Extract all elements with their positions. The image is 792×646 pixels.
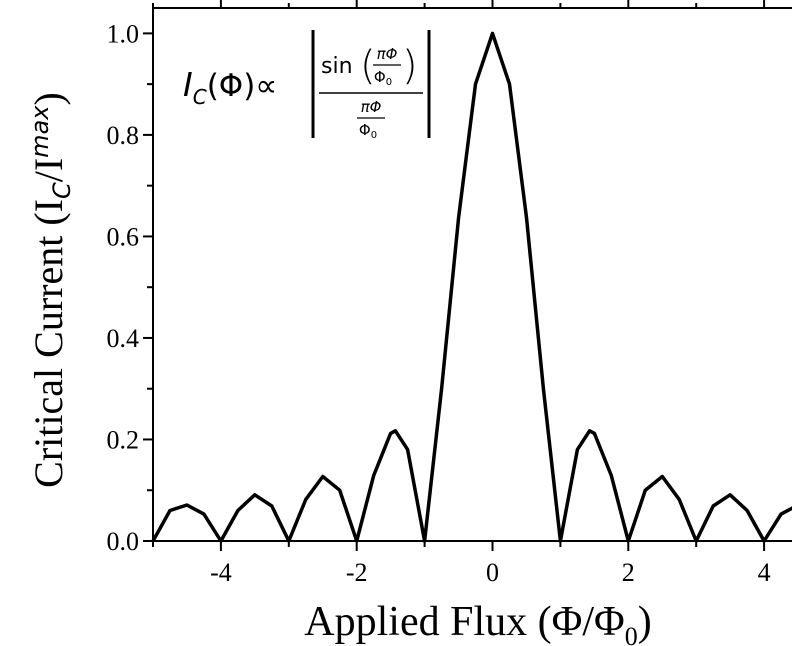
plot-area xyxy=(151,31,792,543)
y-axis-title: Critical Current (IC/Imax) xyxy=(26,92,76,488)
series-line-0 xyxy=(151,31,792,543)
formula-paren-left: ( xyxy=(360,43,376,89)
y-tick-label: 0.8 xyxy=(107,121,140,150)
formula-denominator-denominator: Φ0 xyxy=(359,121,377,141)
y-tick-label: 0.6 xyxy=(107,222,140,251)
formula-annotation: IC(Φ)∝ sin ( πΦ Φ0 ) πΦ Φ0 xyxy=(183,30,431,141)
x-tick-label: -2 xyxy=(346,558,368,587)
tick-marks xyxy=(143,0,766,551)
x-axis-title: Applied Flux (Φ/Φ0) xyxy=(304,599,651,646)
formula-inner-numerator: πΦ xyxy=(377,45,398,63)
x-tick-label: 0 xyxy=(486,558,499,587)
x-tick-label: -4 xyxy=(210,558,232,587)
y-tick-label: 0.0 xyxy=(107,527,140,556)
tick-labels: -4 -2 0 2 4 0.0 0.2 0.4 0.6 0.8 1.0 xyxy=(107,19,771,587)
formula-lhs: IC(Φ)∝ xyxy=(183,65,277,109)
formula-sin: sin xyxy=(321,54,353,79)
formula-denominator-numerator: πΦ xyxy=(361,98,382,116)
x-tick-label: 2 xyxy=(622,558,635,587)
y-tick-label: 0.2 xyxy=(107,425,140,454)
y-tick-label: 1.0 xyxy=(107,19,140,48)
x-tick-label: 4 xyxy=(758,558,771,587)
y-tick-label: 0.4 xyxy=(107,324,140,353)
formula-inner-denominator: Φ0 xyxy=(374,68,392,88)
formula-paren-right: ) xyxy=(402,43,418,89)
